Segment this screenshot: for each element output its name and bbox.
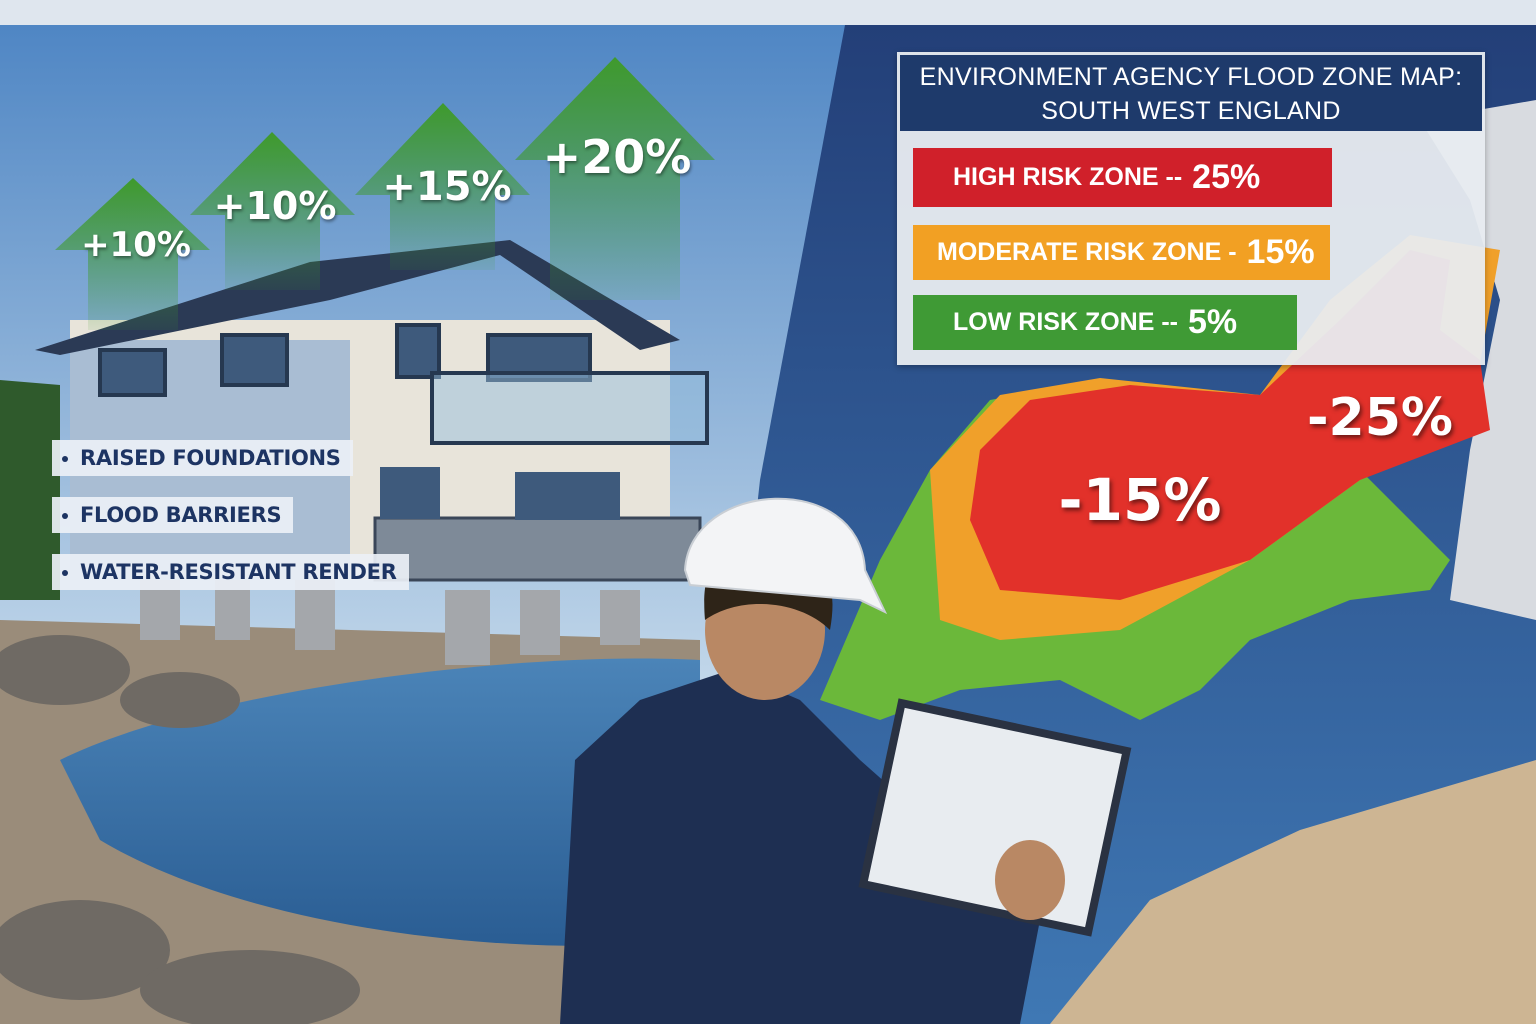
beach xyxy=(1050,760,1536,1024)
rocks xyxy=(0,635,360,1024)
trees xyxy=(0,380,60,600)
engineer-figure xyxy=(560,497,1132,1024)
bullet-icon xyxy=(62,570,68,576)
feature-tag: WATER-RESISTANT RENDER xyxy=(52,554,409,590)
zone-value: 5% xyxy=(1187,303,1238,341)
zone-value: 25% xyxy=(1192,158,1261,196)
bullet-icon xyxy=(62,513,68,519)
map-label-high: -25% xyxy=(1306,388,1454,448)
map-legend: ENVIRONMENT AGENCY FLOOD ZONE MAP: SOUTH… xyxy=(897,52,1485,365)
value-arrow-label: +20% xyxy=(542,130,692,184)
legend-high-risk: HIGH RISK ZONE -- 25% xyxy=(913,148,1332,207)
zone-label: MODERATE RISK ZONE - xyxy=(937,238,1237,266)
zone-value: 15% xyxy=(1246,233,1315,271)
neighboring-land xyxy=(1420,100,1536,620)
feature-text: WATER-RESISTANT RENDER xyxy=(80,560,397,584)
legend-title-line: SOUTH WEST ENGLAND xyxy=(1041,97,1341,125)
feature-text: RAISED FOUNDATIONS xyxy=(80,446,341,470)
legend-title-line: ENVIRONMENT AGENCY FLOOD ZONE MAP: xyxy=(919,63,1463,91)
value-arrow-label: +10% xyxy=(81,225,191,265)
value-arrows xyxy=(55,57,715,330)
zone-label: HIGH RISK ZONE -- xyxy=(953,163,1183,191)
feature-tag: RAISED FOUNDATIONS xyxy=(52,440,353,476)
map-label-moderate: -15% xyxy=(1058,466,1222,534)
value-arrow xyxy=(190,132,355,290)
value-arrow xyxy=(515,57,715,300)
value-arrow xyxy=(355,103,530,270)
zone-label: LOW RISK ZONE -- xyxy=(953,308,1178,336)
feature-text: FLOOD BARRIERS xyxy=(80,503,282,527)
legend-moderate-risk: MODERATE RISK ZONE - 15% xyxy=(913,225,1330,280)
value-arrow xyxy=(55,178,210,330)
bullet-icon xyxy=(62,456,68,462)
feature-tag: FLOOD BARRIERS xyxy=(52,497,294,533)
legend-low-risk: LOW RISK ZONE -- 5% xyxy=(913,295,1297,350)
value-arrow-label: +15% xyxy=(382,164,512,210)
legend-title: ENVIRONMENT AGENCY FLOOD ZONE MAP: SOUTH… xyxy=(900,55,1482,131)
value-arrow-label: +10% xyxy=(213,184,337,228)
hard-hat xyxy=(683,497,888,615)
pool-water xyxy=(60,658,700,946)
